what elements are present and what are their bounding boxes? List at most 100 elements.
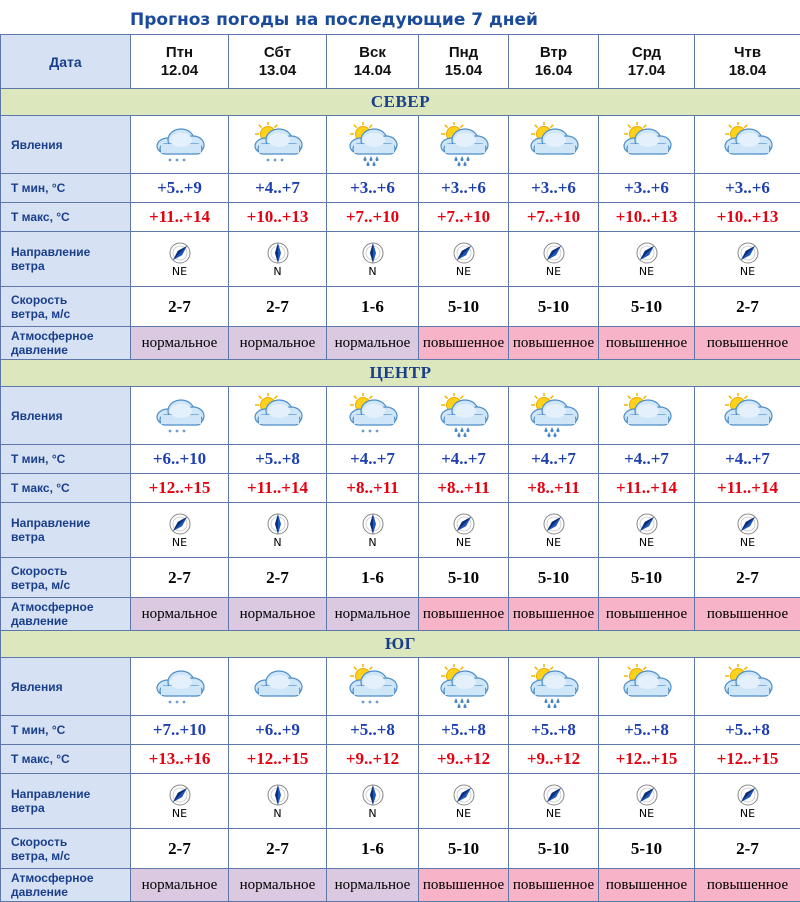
day-date: 12.04 — [161, 62, 199, 79]
day-date: 16.04 — [535, 62, 573, 79]
sun-cloud-drizzle-icon — [327, 664, 418, 710]
weather-cell — [695, 116, 800, 174]
wind-direction-cell: NE — [131, 232, 229, 287]
wind-speed-value: 1-6 — [327, 287, 419, 327]
tmax-value: +13..+16 — [131, 745, 229, 774]
wind-direction-cell: NE — [509, 232, 599, 287]
wind-direction-cell: NE — [509, 503, 599, 558]
wind-direction-cell: NE — [419, 503, 509, 558]
wind-direction-label: N — [273, 807, 281, 820]
wind-speed-value: 2-7 — [131, 829, 229, 869]
wind-speed-value: 2-7 — [695, 829, 800, 869]
sun-cloud-icon — [599, 122, 694, 168]
sun-cloud-icon — [695, 393, 800, 439]
wind-direction-label: N — [368, 536, 376, 549]
compass-icon — [131, 783, 228, 807]
compass-icon — [327, 512, 418, 536]
tmax-value: +9..+12 — [419, 745, 509, 774]
pressure-badge: повышенное — [509, 869, 599, 902]
wind-direction-label: NE — [172, 536, 187, 549]
day-date: 17.04 — [628, 62, 666, 79]
wind-direction-cell: NE — [695, 503, 800, 558]
pressure-badge: повышенное — [509, 327, 599, 360]
wind-speed-value: 1-6 — [327, 829, 419, 869]
wind-speed-value: 2-7 — [229, 558, 327, 598]
row-label-tmin: Т мин, °С — [1, 445, 131, 474]
wind-speed-value: 5-10 — [509, 287, 599, 327]
wind-direction-cell: NE — [599, 503, 695, 558]
compass-icon — [599, 512, 694, 536]
pressure-badge: нормальное — [327, 327, 419, 360]
cloud-drizzle-icon — [131, 393, 228, 439]
cloud-icon — [229, 664, 326, 710]
tmin-value: +5..+9 — [131, 174, 229, 203]
pressure-badge: нормальное — [327, 598, 419, 631]
wind-speed-value: 2-7 — [695, 287, 800, 327]
sun-cloud-rain-icon — [327, 122, 418, 168]
sun-cloud-icon — [599, 664, 694, 710]
wind-direction-label: NE — [172, 807, 187, 820]
compass-icon — [131, 512, 228, 536]
day-date: 14.04 — [354, 62, 392, 79]
row-label-phenomena: Явления — [1, 387, 131, 445]
tmin-value: +6..+9 — [229, 716, 327, 745]
wind-direction-label: NE — [456, 265, 471, 278]
compass-icon — [229, 512, 326, 536]
wind-direction-label: NE — [172, 265, 187, 278]
wind-direction-cell: N — [327, 774, 419, 829]
wind-speed-value: 1-6 — [327, 558, 419, 598]
pressure-badge: нормальное — [131, 327, 229, 360]
day-date: 15.04 — [445, 62, 483, 79]
weather-cell — [695, 658, 800, 716]
tmax-value: +10..+13 — [599, 203, 695, 232]
weather-cell — [419, 116, 509, 174]
wind-speed-value: 5-10 — [509, 829, 599, 869]
wind-speed-value: 2-7 — [229, 287, 327, 327]
wind-direction-label: NE — [546, 265, 561, 278]
pressure-badge: повышенное — [695, 598, 800, 631]
pressure-badge: нормальное — [229, 869, 327, 902]
pressure-badge: повышенное — [599, 869, 695, 902]
wind-direction-cell: N — [229, 232, 327, 287]
wind-direction-label: NE — [639, 265, 654, 278]
day-name: Срд — [632, 44, 661, 61]
wind-direction-label: NE — [639, 807, 654, 820]
page-title: Прогноз погоды на последующие 7 дней — [0, 0, 800, 34]
pressure-badge: повышенное — [695, 869, 800, 902]
wind-direction-cell: N — [327, 232, 419, 287]
day-name: Втр — [540, 44, 567, 61]
pressure-badge: нормальное — [327, 869, 419, 902]
compass-icon — [599, 241, 694, 265]
tmax-value: +11..+14 — [131, 203, 229, 232]
weather-cell — [131, 116, 229, 174]
row-label-tmin: Т мин, °С — [1, 174, 131, 203]
weather-cell — [599, 658, 695, 716]
day-date: 18.04 — [729, 62, 767, 79]
wind-direction-label: NE — [456, 536, 471, 549]
pressure-badge: повышенное — [695, 327, 800, 360]
wind-direction-cell: NE — [509, 774, 599, 829]
sun-cloud-rain-icon — [509, 393, 598, 439]
region-header: ЦЕНТР — [1, 360, 800, 387]
compass-icon — [599, 783, 694, 807]
weather-cell — [509, 387, 599, 445]
sun-cloud-icon — [695, 664, 800, 710]
tmin-value: +5..+8 — [419, 716, 509, 745]
day-name: Чтв — [734, 44, 761, 61]
compass-icon — [419, 241, 508, 265]
sun-cloud-icon — [509, 122, 598, 168]
tmin-value: +4..+7 — [599, 445, 695, 474]
wind-speed-value: 5-10 — [599, 558, 695, 598]
pressure-badge: повышенное — [419, 598, 509, 631]
wind-direction-label: NE — [456, 807, 471, 820]
